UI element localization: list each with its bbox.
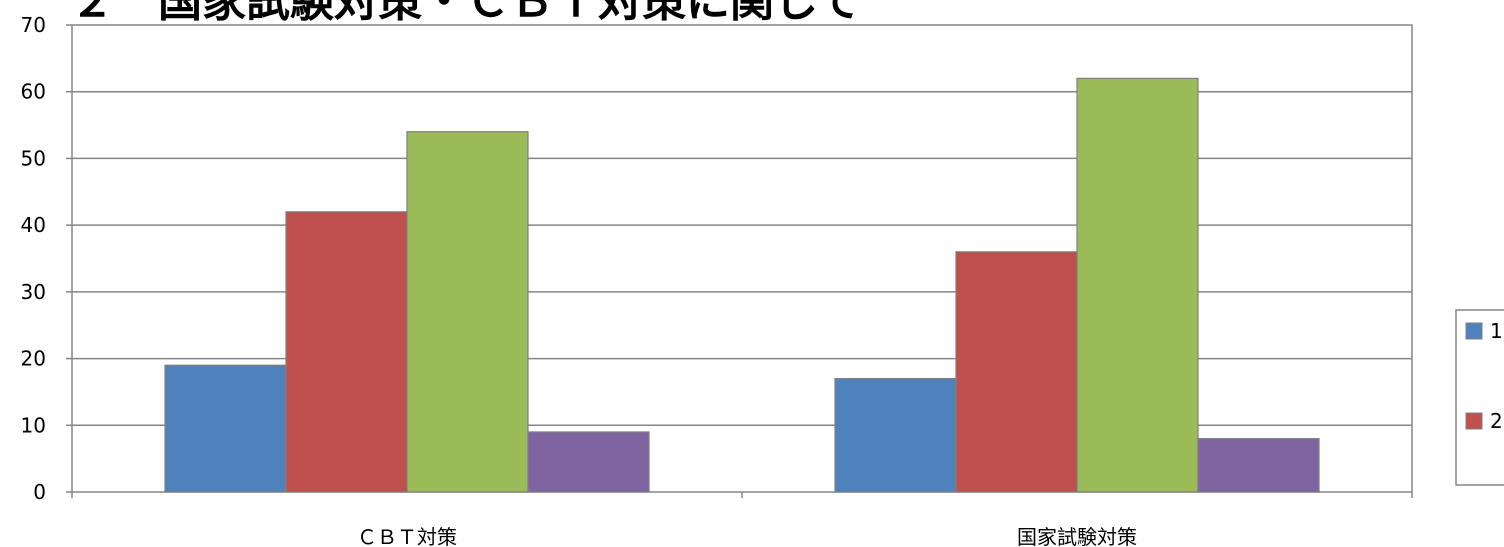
legend-label: 1: [1490, 319, 1503, 343]
y-tick-label: 50: [21, 146, 46, 170]
chart-title: ２ 国家試験対策・ＣＢＴ対策に関して: [70, 0, 861, 27]
legend-swatch: [1465, 412, 1483, 430]
bar-1-1: [164, 364, 287, 493]
y-tick-label: 20: [21, 347, 46, 371]
y-tick-label: 60: [21, 80, 46, 104]
bar-2-2: [955, 251, 1078, 493]
bar-3-1: [406, 131, 529, 493]
x-category-label: 国家試験対策: [1017, 525, 1137, 547]
y-axis: 0 10 20 30 40 50 60 70: [21, 13, 72, 504]
y-tick-label: 70: [21, 13, 46, 37]
legend: 12: [1455, 309, 1504, 486]
y-tick-label: 0: [33, 480, 46, 504]
legend-label: 2: [1490, 409, 1503, 433]
y-tick-label: 40: [21, 213, 46, 237]
bar-4-2: [1197, 438, 1320, 493]
y-tick-label: 30: [21, 280, 46, 304]
legend-swatch: [1465, 322, 1483, 340]
x-category-label: ＣＢＴ対策: [357, 525, 457, 547]
x-axis: ＣＢＴ対策 国家試験対策: [71, 492, 1413, 547]
bar-1-2: [834, 377, 957, 493]
y-tick-label: 10: [21, 413, 46, 437]
bar-4-1: [527, 431, 650, 493]
bar-3-2: [1076, 77, 1199, 493]
bars: [164, 77, 1320, 493]
bar-2-1: [285, 211, 408, 493]
